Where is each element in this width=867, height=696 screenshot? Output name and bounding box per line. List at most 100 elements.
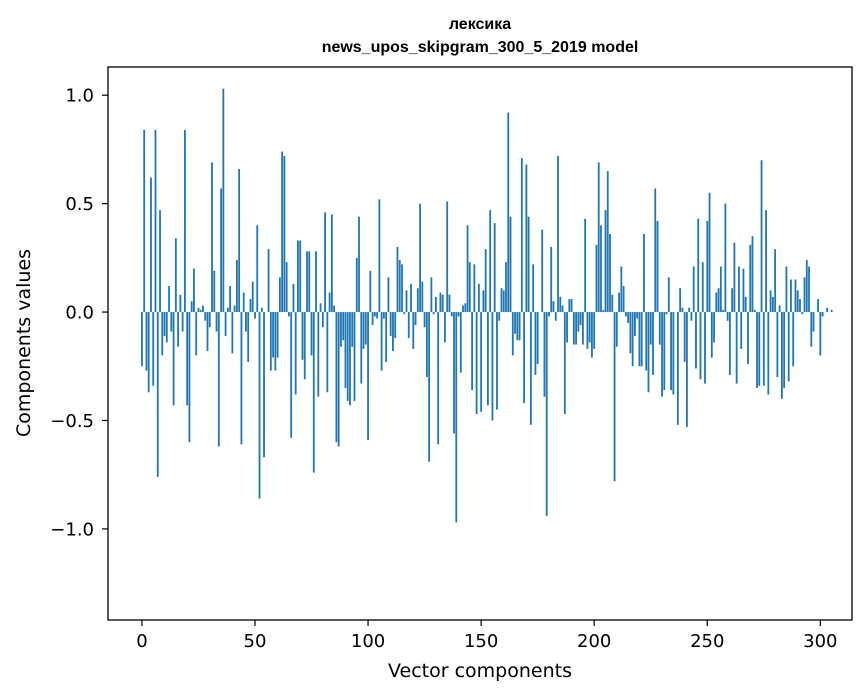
y-axis-label: Components values xyxy=(13,249,35,437)
bar-component-108 xyxy=(385,312,388,362)
bar-component-62 xyxy=(281,151,284,313)
bar-component-64 xyxy=(285,262,288,313)
bar-component-287 xyxy=(790,279,792,313)
bar-component-66 xyxy=(290,312,293,438)
bar-component-69 xyxy=(297,240,299,313)
bar-component-116 xyxy=(403,312,406,315)
bar-component-109 xyxy=(387,277,390,313)
bar-component-97 xyxy=(360,312,363,384)
bar-component-8 xyxy=(159,210,161,313)
bar-component-130 xyxy=(435,296,437,313)
bar-component-228 xyxy=(656,220,659,313)
x-axis-label: Vector components xyxy=(388,660,572,682)
bar-component-272 xyxy=(756,312,758,388)
bar-component-286 xyxy=(787,312,790,382)
bar-component-73 xyxy=(306,251,308,313)
bar-component-255 xyxy=(717,288,720,313)
bar-component-112 xyxy=(394,312,397,339)
bar-component-23 xyxy=(193,268,195,313)
bar-component-155 xyxy=(491,312,494,421)
bar-component-156 xyxy=(493,223,496,313)
chart-title: лексика xyxy=(449,16,511,33)
bar-component-122 xyxy=(416,288,419,313)
bar-component-253 xyxy=(713,312,715,343)
bar-component-146 xyxy=(471,312,473,391)
bar-component-111 xyxy=(392,312,394,352)
bar-component-80 xyxy=(321,312,324,328)
bar-component-247 xyxy=(699,312,702,380)
bar-component-114 xyxy=(398,260,401,313)
bar-component-300 xyxy=(819,312,822,356)
bar-component-203 xyxy=(600,225,602,313)
bar-component-27 xyxy=(202,305,204,313)
bar-component-32 xyxy=(213,270,216,313)
bar-component-138 xyxy=(453,312,455,434)
bar-component-265 xyxy=(740,312,743,349)
bar-component-118 xyxy=(407,312,410,339)
bar-component-43 xyxy=(238,168,241,313)
bar-component-171 xyxy=(527,216,530,313)
bar-component-270 xyxy=(751,236,754,313)
bar-component-58 xyxy=(272,312,274,358)
bar-component-180 xyxy=(548,312,550,317)
bar-component-197 xyxy=(586,312,589,349)
bar-component-162 xyxy=(507,112,510,313)
bar-component-178 xyxy=(543,312,546,397)
bar-component-46 xyxy=(245,312,247,332)
bar-component-244 xyxy=(692,266,695,313)
bar-component-29 xyxy=(206,312,209,352)
bar-component-133 xyxy=(441,294,444,313)
bar-component-167 xyxy=(518,312,521,341)
bar-component-107 xyxy=(382,312,385,319)
bar-component-246 xyxy=(697,218,700,313)
bar-component-243 xyxy=(690,312,693,321)
bar-component-40 xyxy=(231,312,234,354)
bar-component-28 xyxy=(204,312,207,321)
y-axis: −1.0 −0.5 0.0 0.5 1.0 xyxy=(50,86,108,540)
bar-component-5 xyxy=(152,312,155,386)
x-tick-label: 0 xyxy=(136,631,147,652)
bar-component-84 xyxy=(330,214,333,313)
bar-component-149 xyxy=(477,283,480,313)
y-tick-label: 0.5 xyxy=(65,194,94,215)
bar-component-115 xyxy=(401,264,403,313)
bar-component-26 xyxy=(199,309,202,313)
bar-component-6 xyxy=(154,129,157,313)
bar-component-18 xyxy=(181,312,184,332)
bar-component-101 xyxy=(369,270,372,313)
bar-component-214 xyxy=(624,312,627,317)
bar-component-104 xyxy=(376,312,379,319)
bar-component-299 xyxy=(817,299,819,313)
bar-component-172 xyxy=(529,312,532,425)
bar-component-254 xyxy=(715,292,718,313)
bar-component-193 xyxy=(577,312,580,332)
bar-component-269 xyxy=(749,244,752,313)
bar-component-137 xyxy=(450,312,453,317)
bar-component-77 xyxy=(315,251,317,313)
bar-component-21 xyxy=(188,312,191,443)
bar-component-83 xyxy=(328,292,331,313)
bar-component-86 xyxy=(335,312,338,443)
y-tick-label: −0.5 xyxy=(50,411,94,432)
bar-component-252 xyxy=(710,312,713,358)
bar-component-185 xyxy=(559,296,562,313)
y-tick-label: −1.0 xyxy=(50,519,94,540)
bar-component-295 xyxy=(808,266,810,313)
bar-component-110 xyxy=(389,312,392,336)
bar-component-241 xyxy=(686,312,688,427)
bar-component-99 xyxy=(364,312,367,345)
bar-component-238 xyxy=(679,288,682,313)
bar-component-163 xyxy=(509,216,512,313)
bar-component-283 xyxy=(780,312,783,399)
bar-component-173 xyxy=(532,264,535,313)
bar-component-124 xyxy=(421,281,424,313)
bar-component-277 xyxy=(767,312,770,395)
y-tick-label: 0.0 xyxy=(65,303,94,324)
bar-component-199 xyxy=(591,312,593,358)
bar-component-53 xyxy=(260,307,263,313)
bar-component-261 xyxy=(731,288,734,313)
bar-component-209 xyxy=(613,312,616,482)
bar-component-233 xyxy=(667,277,670,313)
bar-component-36 xyxy=(222,88,225,313)
bar-component-175 xyxy=(536,312,539,365)
